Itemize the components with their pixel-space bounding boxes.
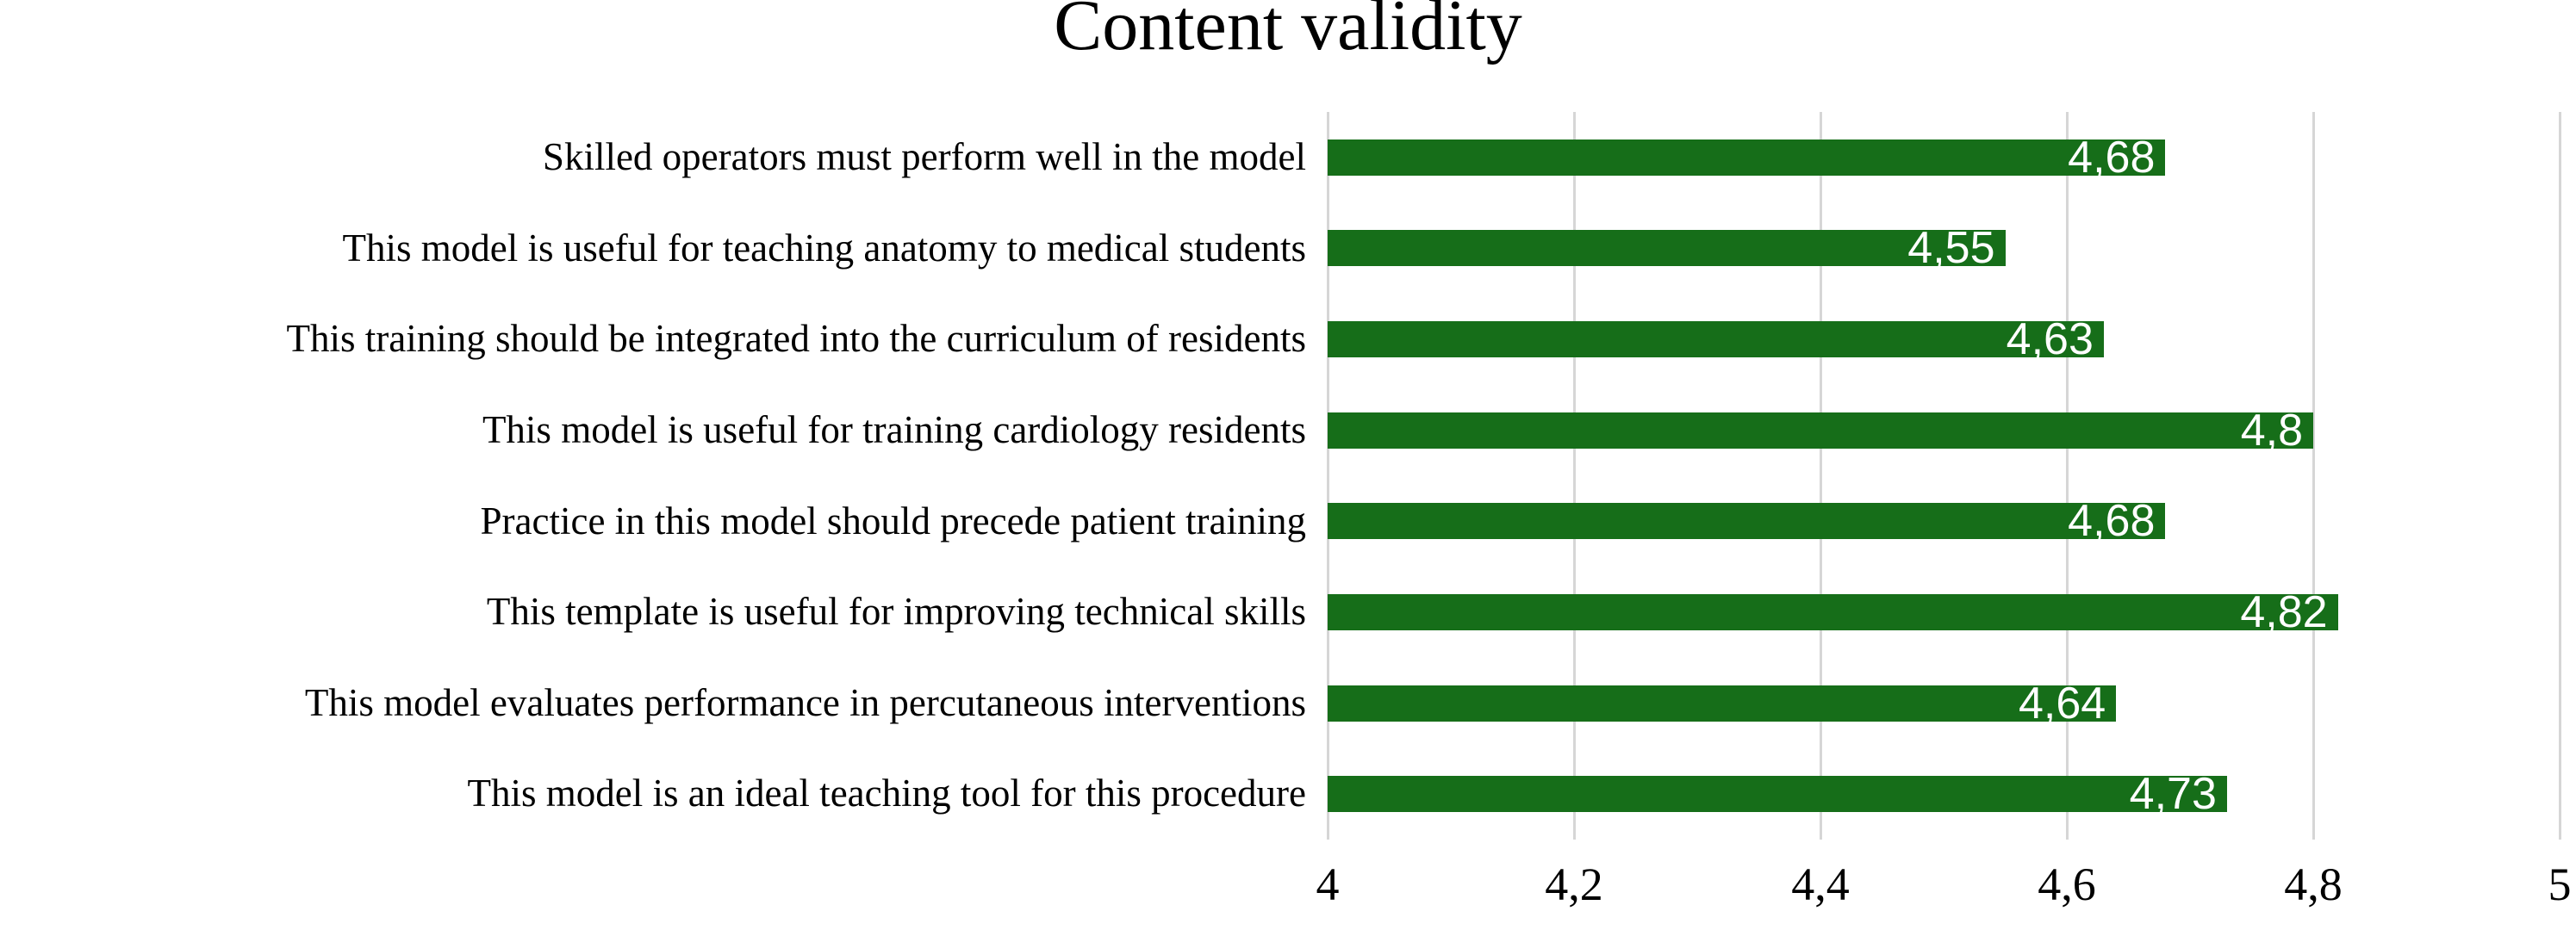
category-label: This model is useful for training cardio…: [482, 407, 1306, 451]
category-row: This model evaluates performance in perc…: [0, 658, 2576, 749]
category-label: This model is an ideal teaching tool for…: [467, 772, 1306, 815]
bar: 4,82: [1328, 590, 2338, 635]
bar-value-label: 4,68: [2068, 496, 2156, 547]
category-label: Skilled operators must perform well in t…: [542, 135, 1306, 179]
gridline: [1327, 112, 1329, 840]
gridline: [2312, 112, 2315, 840]
category-label: This training should be integrated into …: [286, 317, 1306, 361]
plot-area: [1327, 112, 2561, 840]
bar: 4,8: [1328, 408, 2313, 453]
gridline: [2066, 112, 2069, 840]
gridline: [2559, 112, 2561, 840]
category-row: This model is useful for teaching anatom…: [0, 203, 2576, 294]
x-axis-tick-label: 4,6: [2038, 859, 2096, 910]
x-axis: 4 4,2 4,4 4,6 4,8 5: [0, 857, 2576, 917]
bar-value-label: 4,64: [2018, 678, 2106, 728]
category-label: This model evaluates performance in perc…: [304, 680, 1306, 724]
bar-track: 4,82: [1328, 590, 2560, 635]
bar-track: 4,63: [1328, 317, 2560, 362]
category-row: This model is an ideal teaching tool for…: [0, 748, 2576, 840]
gridline: [1573, 112, 1576, 840]
chart-title: Content validity: [1054, 0, 1522, 65]
x-axis-tick-label: 4,4: [1791, 859, 1850, 910]
category-row: This template is useful for improving te…: [0, 567, 2576, 658]
bar-series: Skilled operators must perform well in t…: [0, 112, 2576, 840]
category-label: This template is useful for improving te…: [486, 590, 1306, 634]
bar-value-label: 4,73: [2129, 769, 2217, 820]
category-row: Practice in this model should precede pa…: [0, 476, 2576, 567]
category-label: Practice in this model should precede pa…: [480, 499, 1306, 542]
category-label: This model is useful for teaching anatom…: [342, 226, 1307, 270]
bar: 4,63: [1328, 317, 2104, 362]
category-row: This model is useful for training cardio…: [0, 385, 2576, 476]
x-axis-tick-label: 4,2: [1545, 859, 1603, 910]
category-row: Skilled operators must perform well in t…: [0, 112, 2576, 203]
bar-track: 4,68: [1328, 135, 2560, 180]
bar: 4,55: [1328, 226, 2006, 270]
bar: 4,68: [1328, 135, 2166, 180]
bar-track: 4,8: [1328, 408, 2560, 453]
bar-value-label: 4,68: [2068, 132, 2156, 183]
bar: 4,73: [1328, 772, 2227, 816]
category-row: This training should be integrated into …: [0, 294, 2576, 385]
bar-value-label: 4,63: [2006, 314, 2094, 365]
bar-track: 4,64: [1328, 681, 2560, 726]
bar: 4,68: [1328, 499, 2166, 543]
x-axis-tick-label: 4,8: [2284, 859, 2343, 910]
bar-track: 4,55: [1328, 226, 2560, 270]
bar-track: 4,73: [1328, 772, 2560, 816]
bar-value-label: 4,82: [2240, 586, 2328, 637]
bar-track: 4,68: [1328, 499, 2560, 543]
bar-value-label: 4,8: [2240, 405, 2303, 456]
bar-value-label: 4,55: [1907, 223, 1995, 274]
gridline: [1820, 112, 1822, 840]
x-axis-tick-label: 4: [1316, 859, 1340, 910]
x-axis-tick-label: 5: [2548, 859, 2572, 910]
bar: 4,64: [1328, 681, 2117, 726]
